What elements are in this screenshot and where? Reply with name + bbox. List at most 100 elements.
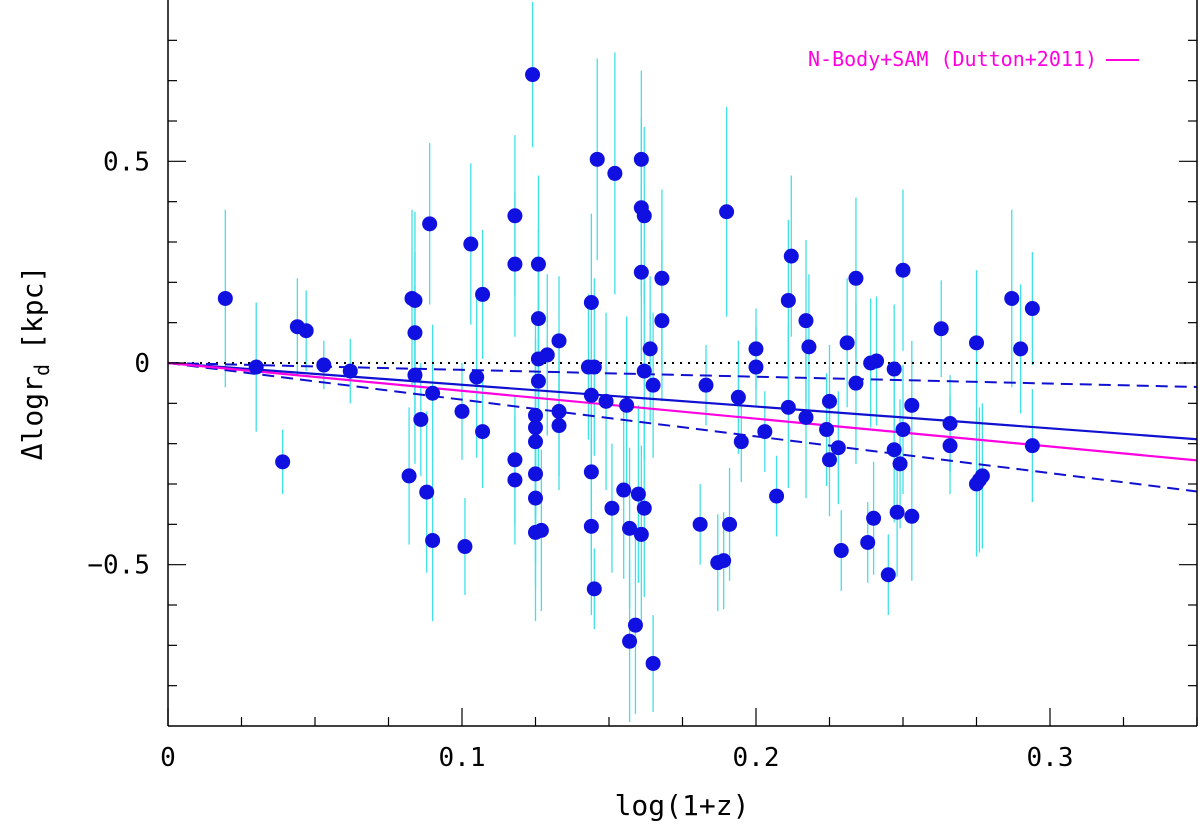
data-point — [645, 377, 661, 393]
data-point — [969, 335, 984, 351]
data-point — [933, 321, 949, 337]
line-best-fit — [168, 361, 1197, 441]
data-point — [801, 339, 817, 355]
data-point — [622, 520, 638, 536]
axis-ticks — [167, 39, 1198, 726]
data-point — [457, 539, 473, 555]
data-point — [598, 393, 614, 409]
data-point — [633, 151, 649, 167]
data-point — [645, 655, 661, 671]
y-tick-label: 0.5 — [103, 147, 150, 177]
data-point — [974, 468, 990, 484]
data-point — [839, 335, 855, 351]
data-point — [822, 452, 837, 468]
data-point — [551, 418, 567, 434]
x-tick-label: 0 — [160, 743, 176, 773]
data-point — [748, 359, 764, 375]
data-point — [942, 416, 958, 431]
data-point — [880, 567, 896, 583]
data-point — [722, 516, 738, 532]
data-point — [892, 456, 908, 472]
data-point — [469, 369, 485, 385]
data-point — [716, 553, 732, 569]
data-point — [422, 216, 438, 232]
svg-text:Δlogrd[kpc]: Δlogrd [kpc] — [16, 266, 54, 461]
data-point — [642, 341, 658, 357]
data-point — [780, 399, 796, 415]
data-point — [551, 403, 567, 419]
line-fit-lower-bound — [168, 362, 1197, 493]
data-point — [636, 500, 652, 516]
x-tick-label: 0.1 — [439, 743, 486, 773]
data-point — [636, 363, 652, 379]
data-point — [869, 353, 885, 369]
data-point — [616, 482, 632, 498]
data-point — [895, 262, 911, 278]
data-point — [507, 256, 523, 272]
data-point — [622, 633, 638, 649]
data-point — [583, 464, 599, 480]
data-point — [654, 313, 670, 329]
data-point — [407, 325, 423, 341]
data-point — [217, 290, 233, 306]
data-point — [407, 292, 423, 308]
data-point — [528, 407, 543, 423]
data-point — [886, 361, 902, 377]
tick-labels: 0 0.1 0.2 0.3 −0.5 0 0.5 — [87, 147, 1073, 773]
data-point — [748, 341, 764, 357]
data-point — [413, 411, 429, 427]
data-point — [798, 313, 814, 329]
data-point — [1013, 341, 1029, 357]
y-axis-label-subscript: d — [30, 364, 54, 376]
data-point — [316, 357, 332, 373]
data-point — [904, 508, 920, 524]
data-point — [848, 270, 864, 286]
data-point — [454, 403, 470, 419]
data-point — [248, 359, 264, 375]
data-point — [528, 466, 543, 482]
data-point — [730, 389, 746, 405]
fit-lines — [168, 361, 1197, 493]
data-point — [833, 543, 849, 559]
data-point — [627, 617, 643, 633]
data-point — [586, 359, 602, 375]
y-tick-label: 0 — [134, 349, 150, 379]
line-fit-upper-bound — [168, 362, 1197, 388]
data-point — [769, 488, 785, 504]
data-point — [607, 165, 623, 181]
data-point — [298, 323, 314, 339]
data-point — [719, 204, 735, 220]
data-point — [830, 440, 846, 456]
data-points — [217, 67, 1040, 671]
data-point — [636, 208, 652, 224]
data-point — [692, 516, 708, 532]
data-point — [604, 500, 620, 516]
data-point — [507, 208, 523, 224]
data-point — [819, 422, 835, 438]
data-point — [733, 434, 749, 450]
data-point — [530, 311, 546, 327]
data-point — [822, 393, 837, 409]
data-point — [1024, 438, 1040, 454]
data-point — [586, 581, 602, 597]
data-point — [401, 468, 417, 484]
data-point — [633, 264, 649, 280]
data-point — [530, 373, 546, 389]
y-axis-label-prefix: Δlogr — [16, 376, 49, 460]
legend: N-Body+SAM (Dutton+2011) — [808, 47, 1139, 71]
data-point — [783, 248, 799, 264]
line-n-body-sam-dutton-2011 — [168, 361, 1197, 462]
y-axis-label-suffix: [kpc] — [16, 266, 49, 350]
data-point — [583, 518, 599, 534]
data-point — [630, 486, 646, 502]
data-point — [942, 438, 958, 454]
legend-label: N-Body+SAM (Dutton+2011) — [808, 47, 1097, 71]
data-point — [757, 424, 773, 440]
data-point — [654, 270, 670, 286]
data-point — [583, 295, 599, 310]
data-point — [780, 292, 796, 308]
data-point — [507, 452, 523, 468]
data-point — [860, 534, 876, 550]
data-point — [904, 397, 920, 413]
